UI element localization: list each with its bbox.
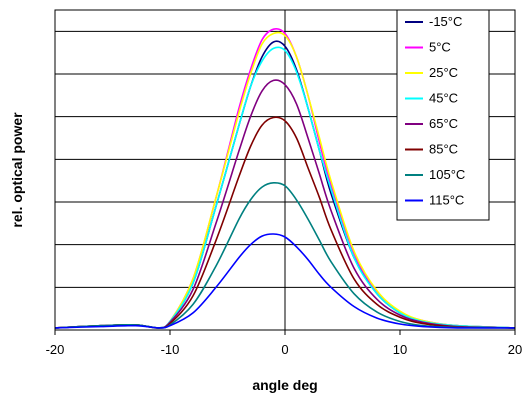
series-line-7 (54, 233, 516, 329)
y-axis-label: rel. optical power (9, 112, 25, 228)
x-tick-labels: -20 -10 0 10 20 (46, 330, 522, 357)
legend: -15°C 5°C 25°C 45°C 65°C 85°C 105°C 115°C (396, 9, 490, 221)
legend-label: 85°C (429, 142, 458, 157)
legend-label: 45°C (429, 91, 458, 106)
legend-label: 115°C (429, 193, 464, 208)
legend-label: 5°C (429, 40, 451, 55)
x-tick-label: -10 (161, 342, 180, 357)
x-tick-label: -20 (46, 342, 65, 357)
legend-label: 65°C (429, 116, 458, 131)
x-tick-label: 0 (281, 342, 288, 357)
legend-box (396, 9, 490, 221)
series-lines (54, 27, 516, 329)
legend-label: -15°C (429, 14, 462, 29)
x-tick-label: 10 (393, 342, 407, 357)
gridlines (55, 10, 515, 331)
x-axis-label: angle deg (252, 377, 317, 393)
legend-label: 25°C (429, 65, 458, 80)
x-tick-label: 20 (508, 342, 522, 357)
legend-label: 105°C (429, 167, 465, 182)
